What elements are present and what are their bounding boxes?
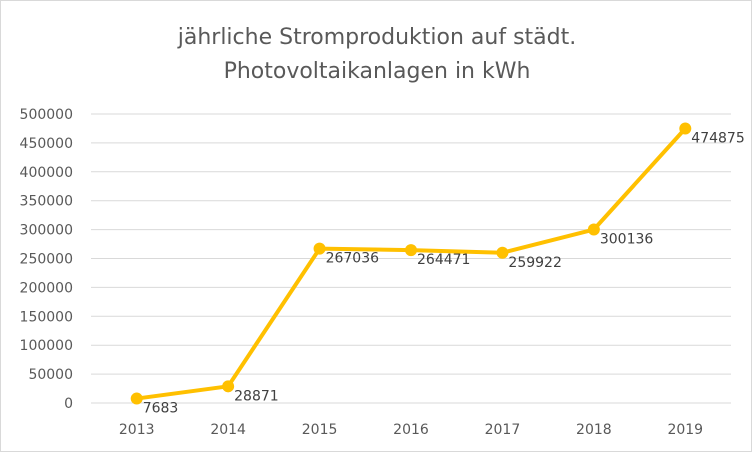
x-tick-label: 2016 [393,422,429,438]
data-label: 259922 [508,255,561,271]
y-tick-label: 50000 [28,367,73,383]
data-point [313,242,326,255]
chart-title: jährliche Stromproduktion auf städt. Pho… [1,21,752,89]
y-tick-label: 200000 [20,280,73,296]
x-tick-label: 2015 [302,422,338,438]
data-label: 7683 [143,401,179,417]
data-point [679,122,692,135]
y-tick-label: 400000 [20,165,73,181]
data-point [405,244,417,257]
x-tick-label: 2014 [210,422,246,438]
y-tick-label: 300000 [20,223,73,239]
data-label: 474875 [691,131,744,147]
data-label: 267036 [326,251,380,267]
data-point [587,223,600,236]
data-point [130,392,143,405]
data-label: 28871 [234,388,279,404]
series-line [134,126,688,401]
data-label: 264471 [417,252,470,268]
y-tick-label: 0 [64,396,73,412]
chart-title-line-1: jährliche Stromproduktion auf städt. [177,25,577,50]
x-tick-label: 2019 [667,422,703,438]
data-point [222,380,235,393]
y-tick-label: 250000 [20,252,73,268]
x-tick-label: 2018 [576,422,612,438]
x-tick-label: 2017 [485,422,521,438]
y-tick-label: 100000 [20,338,73,354]
data-point [496,246,509,259]
y-tick-label: 350000 [20,194,73,210]
y-tick-label: 500000 [20,107,73,123]
x-tick-label: 2013 [119,422,155,438]
chart-title-line-2: Photovoltaikanlagen in kWh [223,59,531,84]
y-tick-label: 450000 [20,136,73,152]
y-tick-label: 150000 [20,309,73,325]
data-label: 300136 [600,232,654,248]
